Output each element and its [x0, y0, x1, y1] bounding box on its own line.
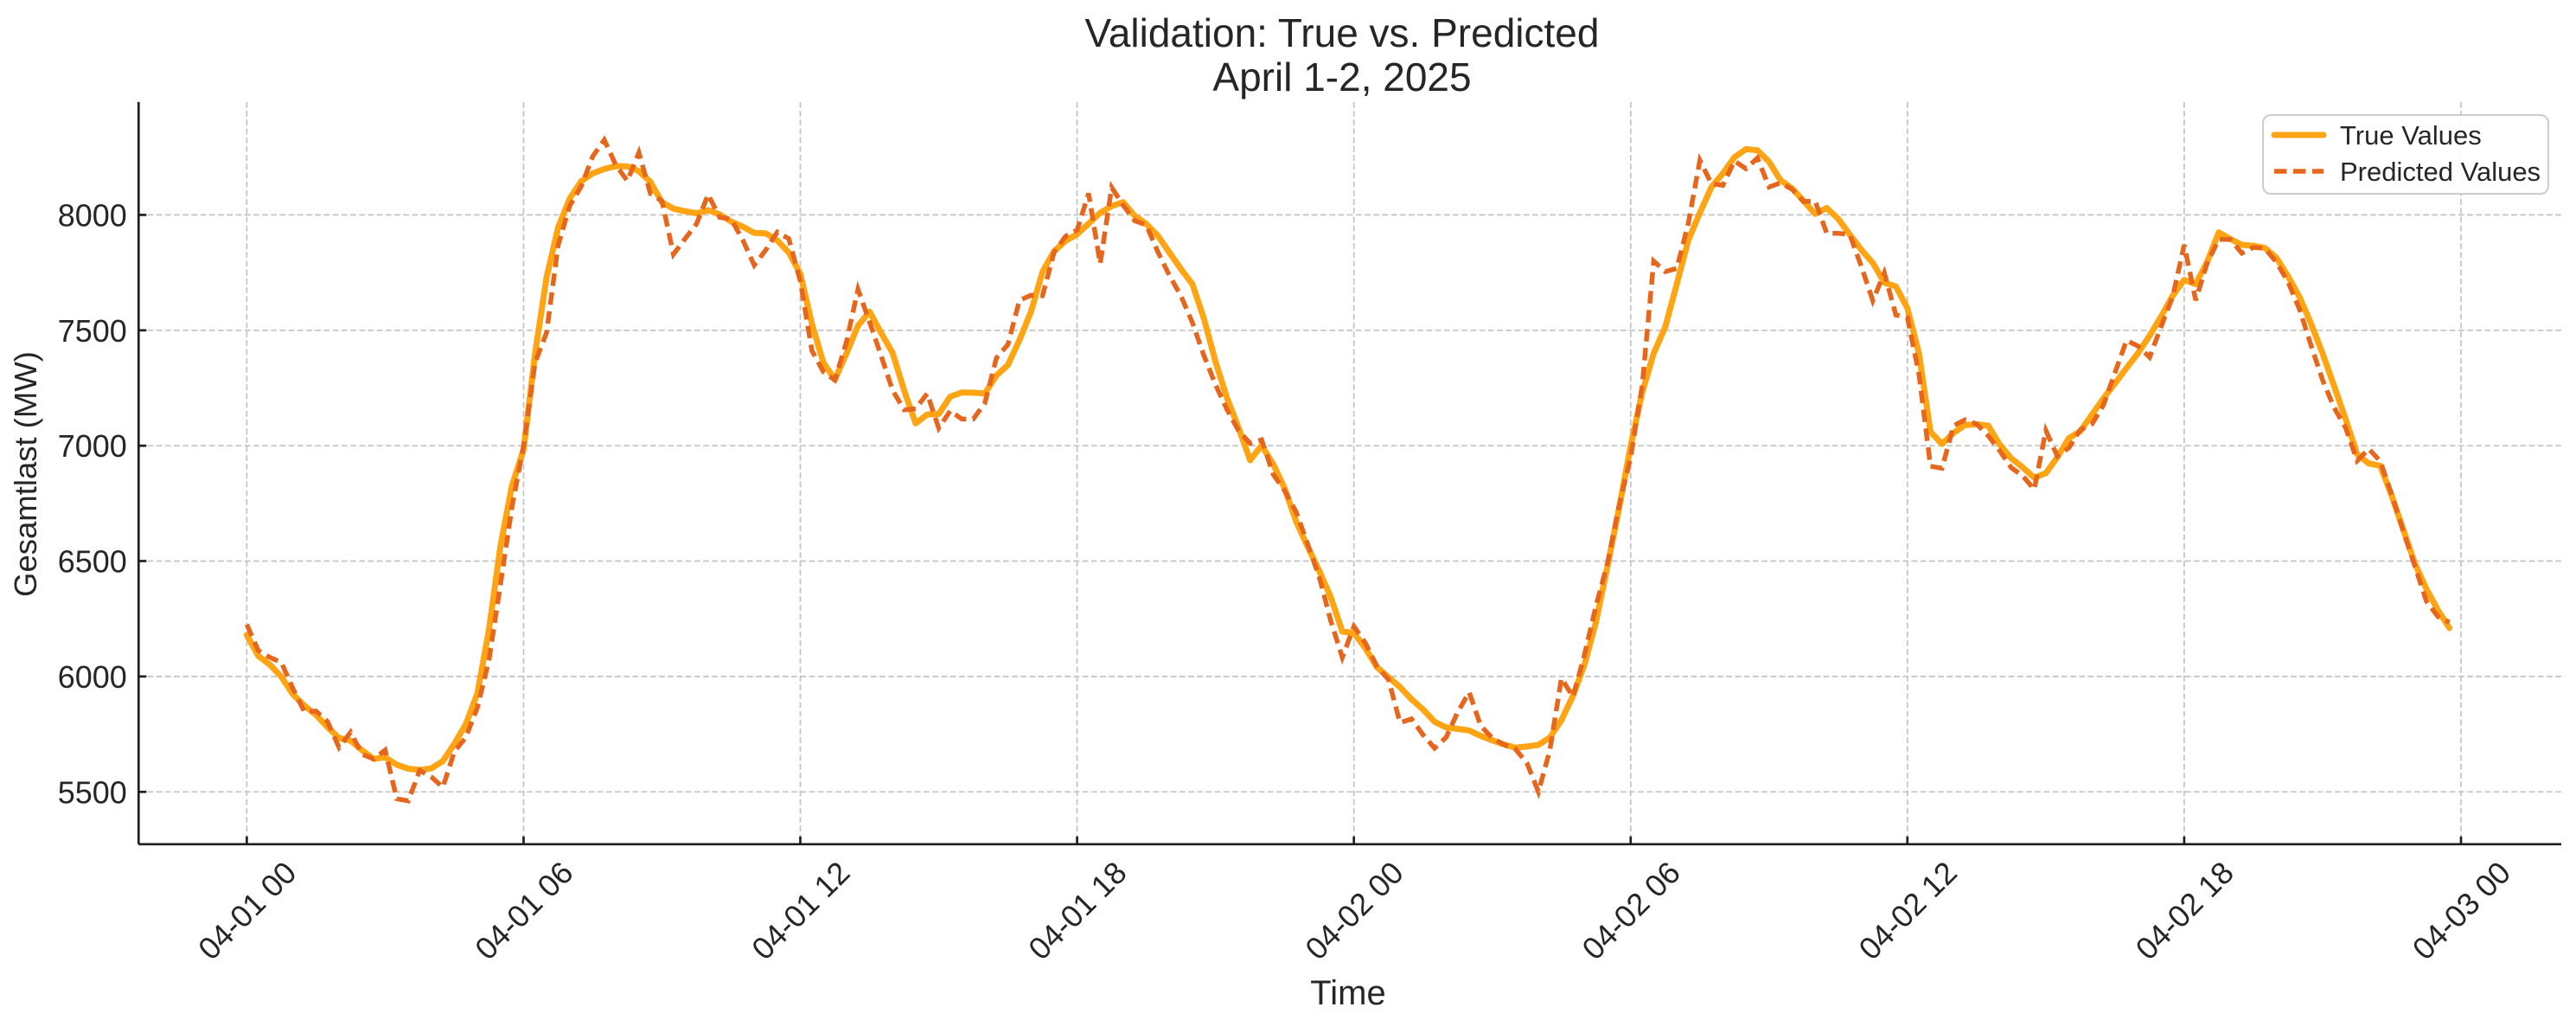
svg-text:8000: 8000: [58, 197, 127, 233]
svg-text:Predicted Values: Predicted Values: [2340, 157, 2541, 187]
svg-text:Validation: True vs. Predicted: Validation: True vs. Predicted: [1085, 10, 1600, 55]
svg-text:Time: Time: [1310, 974, 1385, 1012]
svg-text:7500: 7500: [58, 313, 127, 349]
svg-text:6000: 6000: [58, 659, 127, 695]
svg-text:Gesamtlast (MW): Gesamtlast (MW): [8, 351, 43, 597]
svg-text:April 1-2, 2025: April 1-2, 2025: [1212, 55, 1471, 99]
svg-text:5500: 5500: [58, 774, 127, 810]
svg-text:7000: 7000: [58, 428, 127, 464]
svg-text:6500: 6500: [58, 544, 127, 580]
svg-text:True Values: True Values: [2340, 120, 2482, 151]
